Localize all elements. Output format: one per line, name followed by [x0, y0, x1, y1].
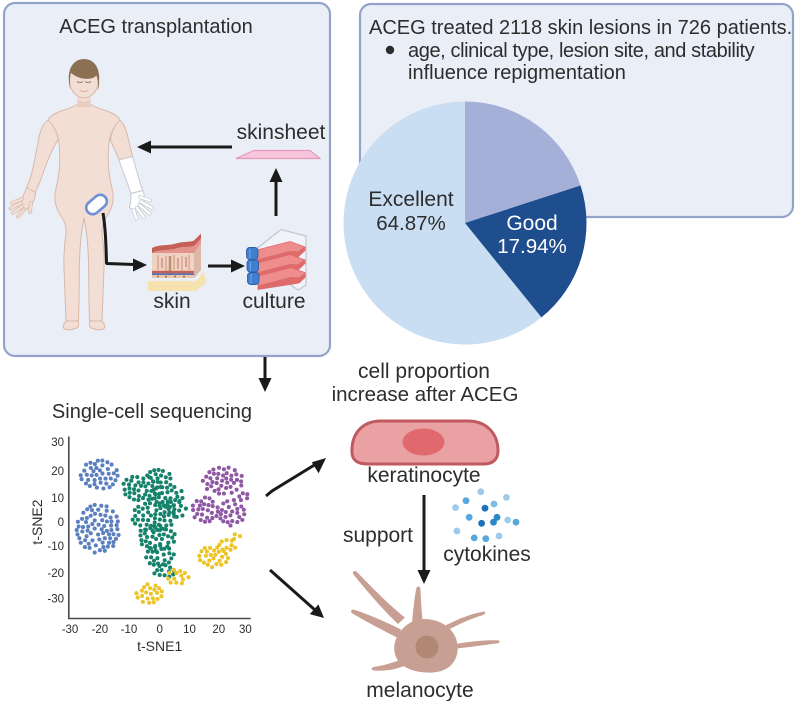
svg-text:-10: -10: [47, 541, 64, 553]
svg-text:keratinocyte: keratinocyte: [367, 464, 480, 487]
svg-text:Single-cell sequencing: Single-cell sequencing: [52, 401, 252, 423]
svg-text:-30: -30: [47, 594, 64, 606]
svg-text:t-SNE1: t-SNE1: [137, 638, 182, 654]
svg-text:0: 0: [58, 517, 64, 529]
svg-text:-10: -10: [121, 624, 138, 636]
svg-text:64.87%: 64.87%: [376, 212, 446, 235]
svg-text:Excellent: Excellent: [368, 188, 453, 211]
svg-text:Good: Good: [506, 212, 557, 235]
svg-text:melanocyte: melanocyte: [366, 679, 473, 701]
svg-text:age, clinical type, lesion sit: age, clinical type, lesion site, and sta…: [408, 40, 755, 62]
svg-text:influence repigmentation: influence repigmentation: [408, 62, 626, 84]
svg-text:10: 10: [51, 493, 64, 505]
svg-text:culture: culture: [242, 290, 305, 313]
svg-text:increase after ACEG: increase after ACEG: [332, 383, 519, 406]
svg-text:ACEG treated 2118 skin lesions: ACEG treated 2118 skin lesions in 726 pa…: [369, 17, 792, 39]
svg-text:30: 30: [51, 437, 64, 449]
svg-text:17.94%: 17.94%: [497, 235, 567, 258]
svg-text:30: 30: [239, 624, 252, 636]
svg-text:ACEG transplantation: ACEG transplantation: [59, 16, 252, 38]
svg-text:20: 20: [212, 624, 225, 636]
svg-text:cell proportion: cell proportion: [358, 360, 490, 383]
svg-text:0: 0: [156, 624, 162, 636]
svg-text:-30: -30: [62, 624, 79, 636]
svg-text:20: 20: [51, 466, 64, 478]
svg-text:skin: skin: [153, 290, 190, 313]
svg-text:cytokines: cytokines: [443, 543, 531, 566]
svg-text:10: 10: [183, 624, 196, 636]
svg-text:t-SNE2: t-SNE2: [29, 499, 45, 544]
svg-text:support: support: [343, 524, 413, 547]
svg-text:-20: -20: [92, 624, 109, 636]
svg-text:-20: -20: [47, 568, 64, 580]
svg-text:skinsheet: skinsheet: [237, 121, 326, 144]
